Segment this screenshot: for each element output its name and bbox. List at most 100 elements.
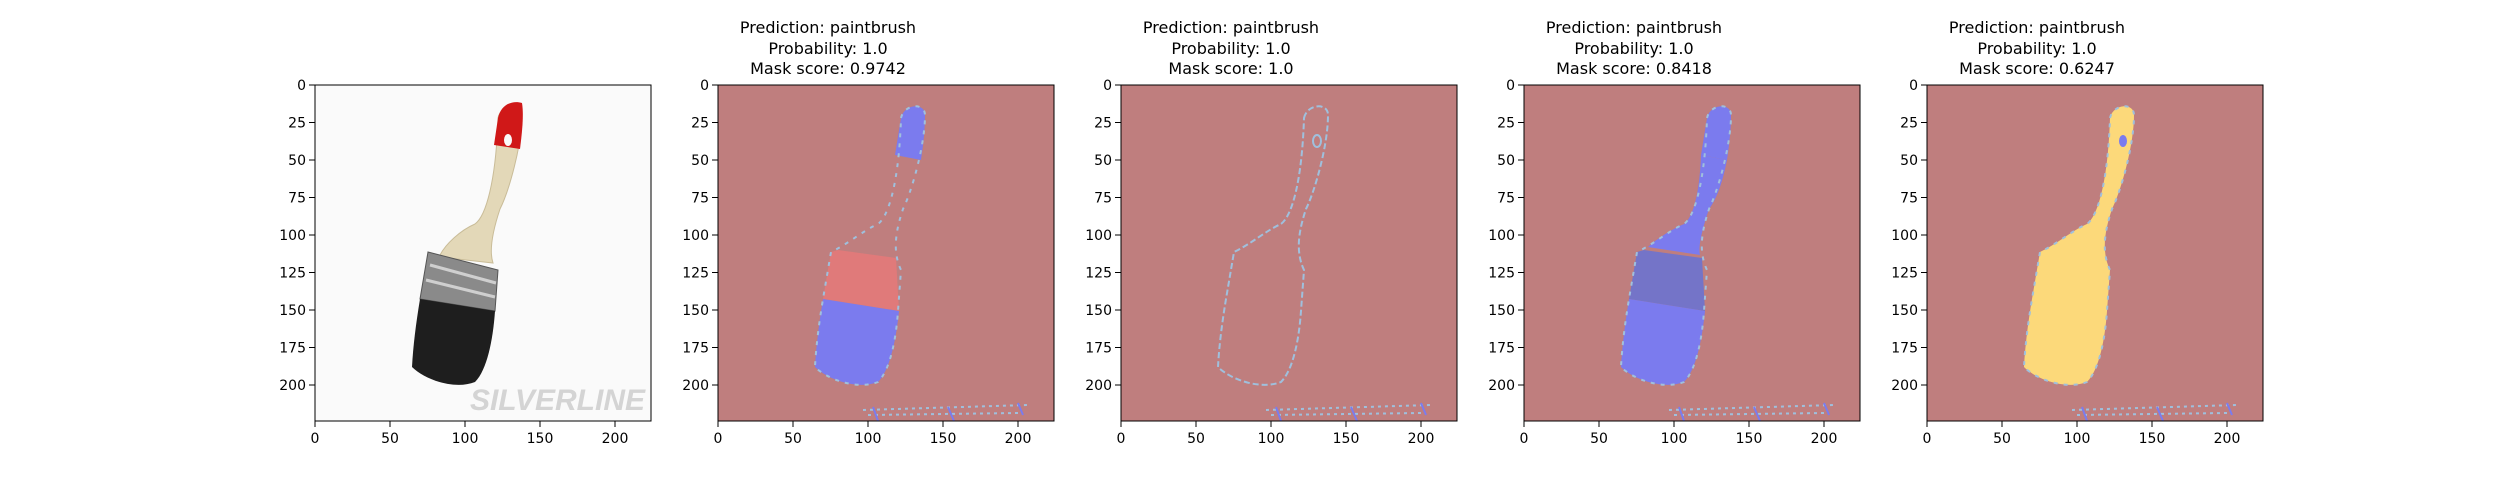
y-tick-label: 0 xyxy=(297,78,306,94)
x-tick-label: 50 xyxy=(1993,431,2011,447)
y-tick-label: 50 xyxy=(1497,153,1515,169)
y-tick-label: 200 xyxy=(279,378,306,394)
panel-mask-4: Prediction: paintbrush Probability: 1.0 … xyxy=(1867,0,2264,500)
y-tick-label: 0 xyxy=(700,78,709,94)
panel-mask-3: Prediction: paintbrush Probability: 1.0 … xyxy=(1464,0,1861,500)
y-tick-label: 200 xyxy=(682,378,709,394)
y-tick-label: 75 xyxy=(1900,191,1918,207)
axes-frame xyxy=(314,84,652,422)
axes: 0 50 100 150 200 0 25 50 75 100 125 150 175 200 xyxy=(1085,78,1458,447)
mask-image xyxy=(1121,85,1457,422)
y-tick-label: 200 xyxy=(1085,378,1112,394)
y-tick-label: 175 xyxy=(1085,341,1112,357)
axes: 0 50 100 150 200 0 25 50 75 100 125 150 175 200 xyxy=(279,78,652,447)
title-mask-score: Mask score: 0.6247 xyxy=(1959,59,2115,78)
title-prediction: Prediction: paintbrush xyxy=(1948,18,2126,37)
y-tick-label: 150 xyxy=(279,303,306,319)
axes-frame xyxy=(1926,84,2264,422)
original-plot: SILVERLINE 0 50 100 150 200 0 25 50 75 100 125 150 1… xyxy=(279,78,652,447)
y-tick-label: 125 xyxy=(279,266,306,282)
x-tick-label: 150 xyxy=(2139,431,2166,447)
y-tick-label: 100 xyxy=(682,228,709,244)
mask-background xyxy=(718,85,1054,421)
title-probability: Probability: 1.0 xyxy=(768,38,888,58)
x-tick-label: 100 xyxy=(2064,431,2091,447)
x-tick-label: 50 xyxy=(381,431,399,447)
x-tick-label: 200 xyxy=(1811,431,1838,447)
mask-background xyxy=(1121,85,1457,421)
axes: 0 50 100 150 200 0 25 50 75 100 125 150 175 200 xyxy=(1891,78,2264,447)
x-tick-label: 0 xyxy=(1520,431,1529,447)
mask-region xyxy=(823,250,899,311)
x-tick-label: 100 xyxy=(855,431,882,447)
y-tick-label: 125 xyxy=(1891,266,1918,282)
axes-frame xyxy=(717,84,1055,422)
y-tick-label: 0 xyxy=(1909,78,1918,94)
y-tick-label: 150 xyxy=(1891,303,1918,319)
x-tick-label: 150 xyxy=(1736,431,1763,447)
x-tick-label: 50 xyxy=(1187,431,1205,447)
y-tick-label: 150 xyxy=(1488,303,1515,319)
title-probability: Probability: 1.0 xyxy=(1574,38,1694,58)
y-tick-label: 50 xyxy=(1094,153,1112,169)
y-tick-label: 175 xyxy=(682,341,709,357)
brush-tip xyxy=(494,102,523,149)
x-tick-label: 200 xyxy=(1005,431,1032,447)
y-tick-label: 25 xyxy=(288,116,306,132)
y-tick-label: 75 xyxy=(288,191,306,207)
title-prediction: Prediction: paintbrush xyxy=(739,18,917,37)
watermark-logo: SILVERLINE xyxy=(470,384,646,417)
y-tick-label: 150 xyxy=(682,303,709,319)
watermark-noise-blue xyxy=(872,402,1024,422)
axes: 0 50 100 150 200 0 25 50 75 100 125 150 175 200 xyxy=(682,78,1055,447)
y-tick-label: 50 xyxy=(691,153,709,169)
watermark-noise-blue xyxy=(1678,402,1830,422)
y-tick-label: 100 xyxy=(1488,228,1515,244)
mask-region xyxy=(895,106,925,160)
x-tick-label: 150 xyxy=(1333,431,1360,447)
x-tick-label: 200 xyxy=(1408,431,1435,447)
x-tick-label: 150 xyxy=(930,431,957,447)
panel-mask-1: Prediction: paintbrush Probability: 1.0 … xyxy=(658,0,1055,500)
y-tick-label: 175 xyxy=(1488,341,1515,357)
panel-title: Prediction: paintbrush Probability: 1.0 … xyxy=(1867,18,2207,80)
mask-region xyxy=(815,299,899,385)
mask-outline xyxy=(813,105,927,386)
title-prediction: Prediction: paintbrush xyxy=(1545,18,1723,37)
watermark-noise-blue xyxy=(2081,402,2233,422)
panel-title: Prediction: paintbrush Probability: 1.0 … xyxy=(658,18,998,80)
y-tick-label: 50 xyxy=(1900,153,1918,169)
x-tick-label: 50 xyxy=(1590,431,1608,447)
x-tick-label: 150 xyxy=(527,431,554,447)
x-tick-label: 100 xyxy=(452,431,479,447)
y-tick-label: 100 xyxy=(1891,228,1918,244)
mask-image xyxy=(718,85,1054,422)
mask-outline xyxy=(1216,105,1330,386)
y-tick-label: 200 xyxy=(1891,378,1918,394)
mask-image xyxy=(1524,85,1860,422)
mask-hole-outline xyxy=(1312,134,1322,148)
axes: 0 50 100 150 200 0 25 50 75 100 125 150 175 200 xyxy=(1488,78,1861,447)
mask-outline xyxy=(1619,105,1733,386)
mask-region xyxy=(1648,155,1727,255)
mask-region xyxy=(1701,106,1731,160)
title-probability: Probability: 1.0 xyxy=(1171,38,1291,58)
mask-plot: 0 50 100 150 200 0 25 50 75 100 125 150 175 200 xyxy=(1488,78,1861,447)
y-tick-label: 75 xyxy=(691,191,709,207)
y-tick-label: 75 xyxy=(1497,191,1515,207)
y-tick-label: 175 xyxy=(279,341,306,357)
panel-mask-2: Prediction: paintbrush Probability: 1.0 … xyxy=(1061,0,1458,500)
title-mask-score: Mask score: 0.8418 xyxy=(1556,59,1712,78)
watermark-noise-blue xyxy=(1275,402,1427,422)
panel-title: Prediction: paintbrush Probability: 1.0 … xyxy=(1061,18,1401,80)
title-mask-score: Mask score: 1.0 xyxy=(1168,59,1294,78)
mask-image xyxy=(1927,85,2263,422)
mask-region xyxy=(2024,106,2134,385)
mask-hole xyxy=(2119,135,2127,147)
x-tick-label: 0 xyxy=(1923,431,1932,447)
y-tick-label: 125 xyxy=(1085,266,1112,282)
mask-plot: 0 50 100 150 200 0 25 50 75 100 125 150 175 200 xyxy=(1891,78,2264,447)
y-tick-label: 175 xyxy=(1891,341,1918,357)
y-tick-label: 75 xyxy=(1094,191,1112,207)
mask-plot: 0 50 100 150 200 0 25 50 75 100 125 150 175 200 xyxy=(682,78,1055,447)
